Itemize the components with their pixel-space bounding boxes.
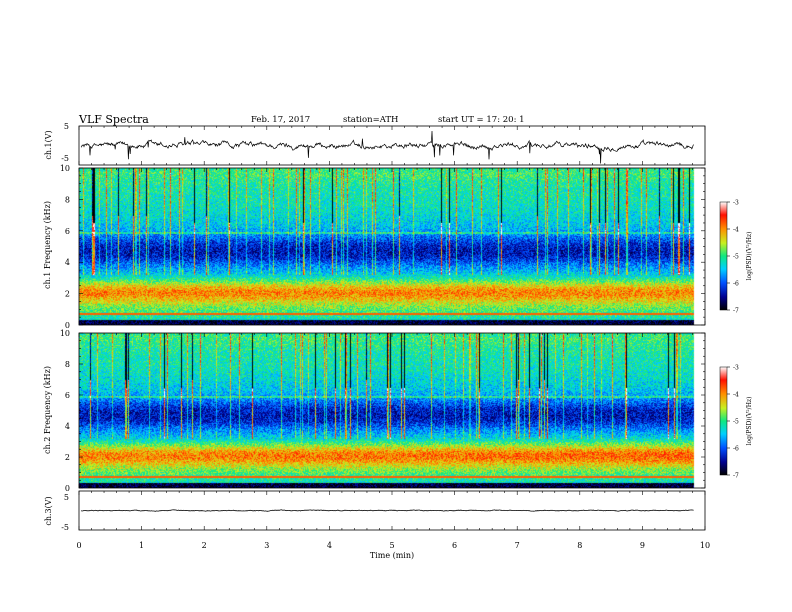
- start-time-label: start UT = 17: 20: 1: [438, 115, 525, 125]
- ch1-colorbar-ticks: -3 -4 -5 -6 -7: [727, 200, 739, 315]
- freq-tick-label: 8: [65, 360, 70, 369]
- colorbar-tick-label: -4: [733, 392, 739, 399]
- ch1-freq-ticks: 0 2 4 6 8 10: [60, 164, 705, 330]
- freq-tick-label: 2: [65, 290, 70, 299]
- ch2-freq-ylabel: ch.2 Frequency (kHz): [43, 366, 52, 454]
- colorbar-tick-label: -5: [733, 254, 739, 261]
- ch1-colorbar-scale: [719, 201, 728, 311]
- colorbar-tick-label: -3: [733, 365, 739, 372]
- colorbar-tick-label: -5: [733, 419, 739, 426]
- ch1-spectrogram-image: [79, 168, 705, 325]
- figure-title: VLF Spectra: [79, 113, 149, 126]
- ch3-waveform-trace: [80, 509, 694, 512]
- freq-tick-label: 8: [65, 195, 70, 204]
- time-tick-label: 4: [327, 541, 332, 550]
- freq-tick-label: 0: [65, 321, 70, 330]
- time-tick-label: 8: [577, 541, 582, 550]
- time-axis-labels: 0 1 2 3 4 5 6 7 8 9 10: [76, 541, 710, 550]
- time-tick-label: 0: [76, 541, 81, 550]
- ch1-waveform-panel: 5 -5 ch.1(V): [44, 122, 706, 166]
- ch1-colorbar: -3 -4 -5 -6 -7 log(PSD)(V²/Hz): [719, 200, 753, 315]
- freq-tick-label: 0: [65, 484, 70, 493]
- time-tick-label: 7: [515, 541, 520, 550]
- ch2-spectrogram-panel: 0 2 4 6 8 10 ch.2 Frequency (kHz): [43, 329, 706, 493]
- freq-tick-label: 10: [60, 329, 70, 338]
- ch3-waveform-panel: 5 -5 ch.3(V) 0 1 2 3 4 5 6 7 8 9 10 Time (min): [44, 490, 710, 560]
- time-tick-label: 3: [264, 541, 269, 550]
- ch2-spectrogram-xticks: [78, 333, 706, 488]
- station-label: station=ATH: [343, 115, 399, 125]
- time-tick-label: 1: [139, 541, 144, 550]
- ch2-colorbar-ticks: -3 -4 -5 -6 -7: [727, 365, 739, 480]
- freq-tick-label: 6: [65, 391, 70, 400]
- colorbar-tick-label: -6: [733, 281, 739, 288]
- time-tick-label: 10: [700, 541, 710, 550]
- time-tick-label: 2: [202, 541, 207, 550]
- ch2-colorbar-label: log(PSD)(V²/Hz): [746, 397, 753, 446]
- ch3-waveform-ticks: [78, 491, 706, 530]
- time-axis-xlabel: Time (min): [370, 551, 414, 560]
- ch1-ytick-top: 5: [64, 122, 69, 131]
- colorbar-tick-label: -4: [733, 227, 739, 234]
- time-tick-label: 6: [452, 541, 457, 550]
- ch2-spectrogram-image: [79, 333, 705, 488]
- ch1-waveform-trace: [80, 130, 694, 164]
- ch1-spectrogram-panel: 0 2 4 6 8 10 ch.1 Frequency (kHz): [43, 164, 706, 330]
- ch3-ytick-bottom: -5: [61, 523, 69, 532]
- colorbar-tick-label: -6: [733, 446, 739, 453]
- ch1-colorbar-label: log(PSD)(V²/Hz): [746, 232, 753, 281]
- ch1-ytick-bottom: -5: [61, 154, 69, 163]
- time-tick-label: 5: [389, 541, 394, 550]
- ch3-ytick-top: 5: [64, 493, 69, 502]
- ch1-waveform-ticks: [78, 126, 706, 165]
- ch1-freq-ylabel: ch.1 Frequency (kHz): [43, 201, 52, 289]
- ch3-waveform-ylabel: ch.3(V): [44, 496, 53, 525]
- time-tick-label: 9: [640, 541, 645, 550]
- colorbar-tick-label: -7: [733, 308, 739, 315]
- ch2-freq-ticks: 0 2 4 6 8 10: [60, 329, 705, 493]
- ch1-spectrogram-xticks: [78, 168, 706, 325]
- ch1-waveform-ylabel: ch.1(V): [44, 130, 53, 159]
- freq-tick-label: 6: [65, 227, 70, 236]
- freq-tick-label: 4: [65, 258, 70, 267]
- ch2-colorbar: -3 -4 -5 -6 -7 log(PSD)(V²/Hz): [719, 365, 753, 480]
- freq-tick-label: 2: [65, 453, 70, 462]
- ch2-colorbar-scale: [719, 366, 728, 476]
- date-label: Feb. 17, 2017: [251, 115, 311, 125]
- colorbar-tick-label: -3: [733, 200, 739, 207]
- freq-tick-label: 10: [60, 164, 70, 173]
- colorbar-tick-label: -7: [733, 473, 739, 480]
- freq-tick-label: 4: [65, 422, 70, 431]
